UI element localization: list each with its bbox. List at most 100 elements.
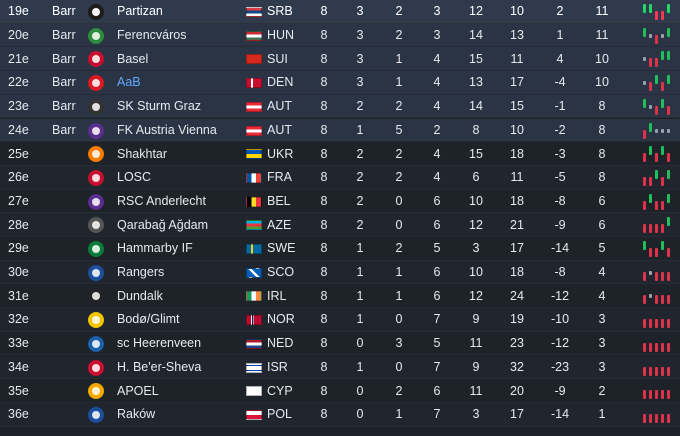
- club-name-link[interactable]: APOEL: [117, 383, 159, 398]
- table-row[interactable]: 27e RSC Anderlecht BEL 8 2 0 6 10 18 -8 6: [0, 189, 680, 214]
- club-name-link[interactable]: Hammarby IF: [117, 241, 193, 256]
- table-row[interactable]: 30e Rangers SCO 8 1 1 6 10 18 -8 4: [0, 260, 680, 285]
- club-badge-icon: [88, 383, 104, 400]
- club-name-link[interactable]: Rangers: [117, 265, 165, 280]
- table-row[interactable]: 34e H. Be'er-Sheva ISR 8 1 0 7 9 32 -23 3: [0, 355, 680, 380]
- goal-difference-cell: -14: [550, 407, 570, 422]
- club-name-link[interactable]: H. Be'er-Sheva: [117, 359, 202, 374]
- table-row[interactable]: 23e Barr SK Sturm Graz AUT 8 2 2 4 14 15 -1 8: [0, 94, 680, 119]
- position-cell: 33e: [8, 336, 29, 351]
- played-cell: 8: [320, 170, 328, 185]
- form-bar: [661, 33, 664, 38]
- club-name-link[interactable]: FK Austria Vienna: [117, 122, 217, 137]
- form-bar: [661, 366, 664, 376]
- points-cell: 11: [595, 4, 609, 19]
- club-name-link[interactable]: Ferencváros: [117, 28, 187, 43]
- goals-for-cell: 6: [472, 170, 480, 185]
- nation-code: AUT: [267, 99, 292, 114]
- table-row[interactable]: 24e Barr FK Austria Vienna AUT 8 1 5 2 8 10 -2 8: [0, 118, 680, 143]
- form-bar: [649, 224, 652, 234]
- goal-difference-cell: -2: [554, 122, 566, 137]
- position-cell: 22e: [8, 75, 29, 90]
- club-name-link[interactable]: AaB: [117, 75, 141, 90]
- table-row[interactable]: 26e LOSC FRA 8 2 2 4 6 11 -5 8: [0, 165, 680, 190]
- club-name-link[interactable]: SK Sturm Graz: [117, 99, 202, 114]
- goals-against-cell: 17: [510, 241, 524, 256]
- points-cell: 6: [598, 217, 606, 232]
- table-row[interactable]: 19e Barr Partizan SRB 8 3 2 3 12 10 2 11: [0, 0, 680, 24]
- won-cell: 3: [356, 4, 364, 19]
- status-cell: Barr: [52, 75, 76, 90]
- form-bar: [667, 128, 670, 133]
- played-cell: 8: [320, 407, 328, 422]
- form-bar: [661, 51, 664, 61]
- club-badge-icon: [88, 264, 104, 281]
- club-name-link[interactable]: RSC Anderlecht: [117, 193, 206, 208]
- goal-difference-cell: -1: [554, 99, 566, 114]
- table-row[interactable]: 36e Raków POL 8 0 1 7 3 17 -14 1: [0, 402, 680, 427]
- form-bar: [661, 413, 664, 423]
- table-row[interactable]: 21e Barr Basel SUI 8 3 1 4 15 11 4 10: [0, 47, 680, 72]
- won-cell: 0: [356, 336, 364, 351]
- club-badge-icon: [88, 406, 104, 423]
- drawn-cell: 2: [395, 146, 403, 161]
- nation-code: SWE: [267, 241, 296, 256]
- nation-flag-icon: [246, 172, 262, 183]
- club-name-link[interactable]: Raków: [117, 407, 156, 422]
- goals-against-cell: 18: [510, 146, 524, 161]
- drawn-cell: 0: [395, 217, 403, 232]
- played-cell: 8: [320, 336, 328, 351]
- form-bar: [655, 11, 658, 20]
- table-row[interactable]: 25e Shakhtar UKR 8 2 2 4 15 18 -3 8: [0, 142, 680, 166]
- club-name-link[interactable]: Shakhtar: [117, 146, 168, 161]
- club-badge-icon: [88, 27, 104, 44]
- drawn-cell: 1: [395, 51, 403, 66]
- nation-flag-icon: [246, 101, 262, 112]
- club-name-link[interactable]: Bodø/Glimt: [117, 312, 180, 327]
- table-row[interactable]: 33e sc Heerenveen NED 8 0 3 5 11 23 -12 3: [0, 331, 680, 356]
- table-row[interactable]: 28e Qarabağ Ağdam AZE 8 2 0 6 12 21 -9 6: [0, 213, 680, 237]
- form-bar: [649, 366, 652, 376]
- lost-cell: 3: [433, 28, 441, 43]
- form-bar: [643, 366, 646, 376]
- won-cell: 3: [356, 75, 364, 90]
- table-row[interactable]: 35e APOEL CYP 8 0 2 6 11 20 -9 2: [0, 379, 680, 403]
- table-row[interactable]: 32e Bodø/Glimt NOR 8 1 0 7 9 19 -10 3: [0, 308, 680, 332]
- form-bar: [649, 146, 652, 156]
- form-bar: [661, 146, 664, 156]
- played-cell: 8: [320, 193, 328, 208]
- club-badge-icon: [88, 288, 104, 305]
- table-row[interactable]: 22e Barr AaB DEN 8 3 1 4 13 17 -4 10: [0, 71, 680, 95]
- form-bar: [655, 342, 658, 352]
- table-row[interactable]: 31e Dundalk IRL 8 1 1 6 12 24 -12 4: [0, 284, 680, 309]
- goals-for-cell: 11: [469, 383, 483, 398]
- goals-for-cell: 8: [472, 122, 480, 137]
- table-row[interactable]: 20e Barr Ferencváros HUN 8 3 2 3 14 13 1 11: [0, 23, 680, 48]
- table-row[interactable]: 29e Hammarby IF SWE 8 1 2 5 3 17 -14 5: [0, 237, 680, 261]
- form-bar: [667, 169, 670, 179]
- goals-against-cell: 10: [510, 122, 524, 137]
- club-badge-icon: [88, 146, 104, 163]
- form-guide-icon: [643, 264, 673, 282]
- points-cell: 2: [598, 383, 606, 398]
- goal-difference-cell: 2: [556, 4, 564, 19]
- club-badge-icon: [88, 359, 104, 376]
- nation-code: BEL: [267, 193, 291, 208]
- played-cell: 8: [320, 51, 328, 66]
- club-name-link[interactable]: Qarabağ Ağdam: [117, 217, 209, 232]
- form-bar: [661, 319, 664, 329]
- form-bar: [649, 270, 652, 275]
- form-bar: [643, 81, 646, 86]
- club-name-link[interactable]: Basel: [117, 51, 149, 66]
- club-name-link[interactable]: Partizan: [117, 4, 163, 19]
- club-name-link[interactable]: sc Heerenveen: [117, 336, 202, 351]
- form-guide-icon: [643, 311, 673, 329]
- form-bar: [655, 153, 658, 163]
- played-cell: 8: [320, 265, 328, 280]
- nation-code: HUN: [267, 28, 295, 43]
- club-name-link[interactable]: LOSC: [117, 170, 152, 185]
- won-cell: 2: [356, 193, 364, 208]
- form-bar: [643, 200, 646, 210]
- club-name-link[interactable]: Dundalk: [117, 288, 163, 303]
- played-cell: 8: [320, 122, 328, 137]
